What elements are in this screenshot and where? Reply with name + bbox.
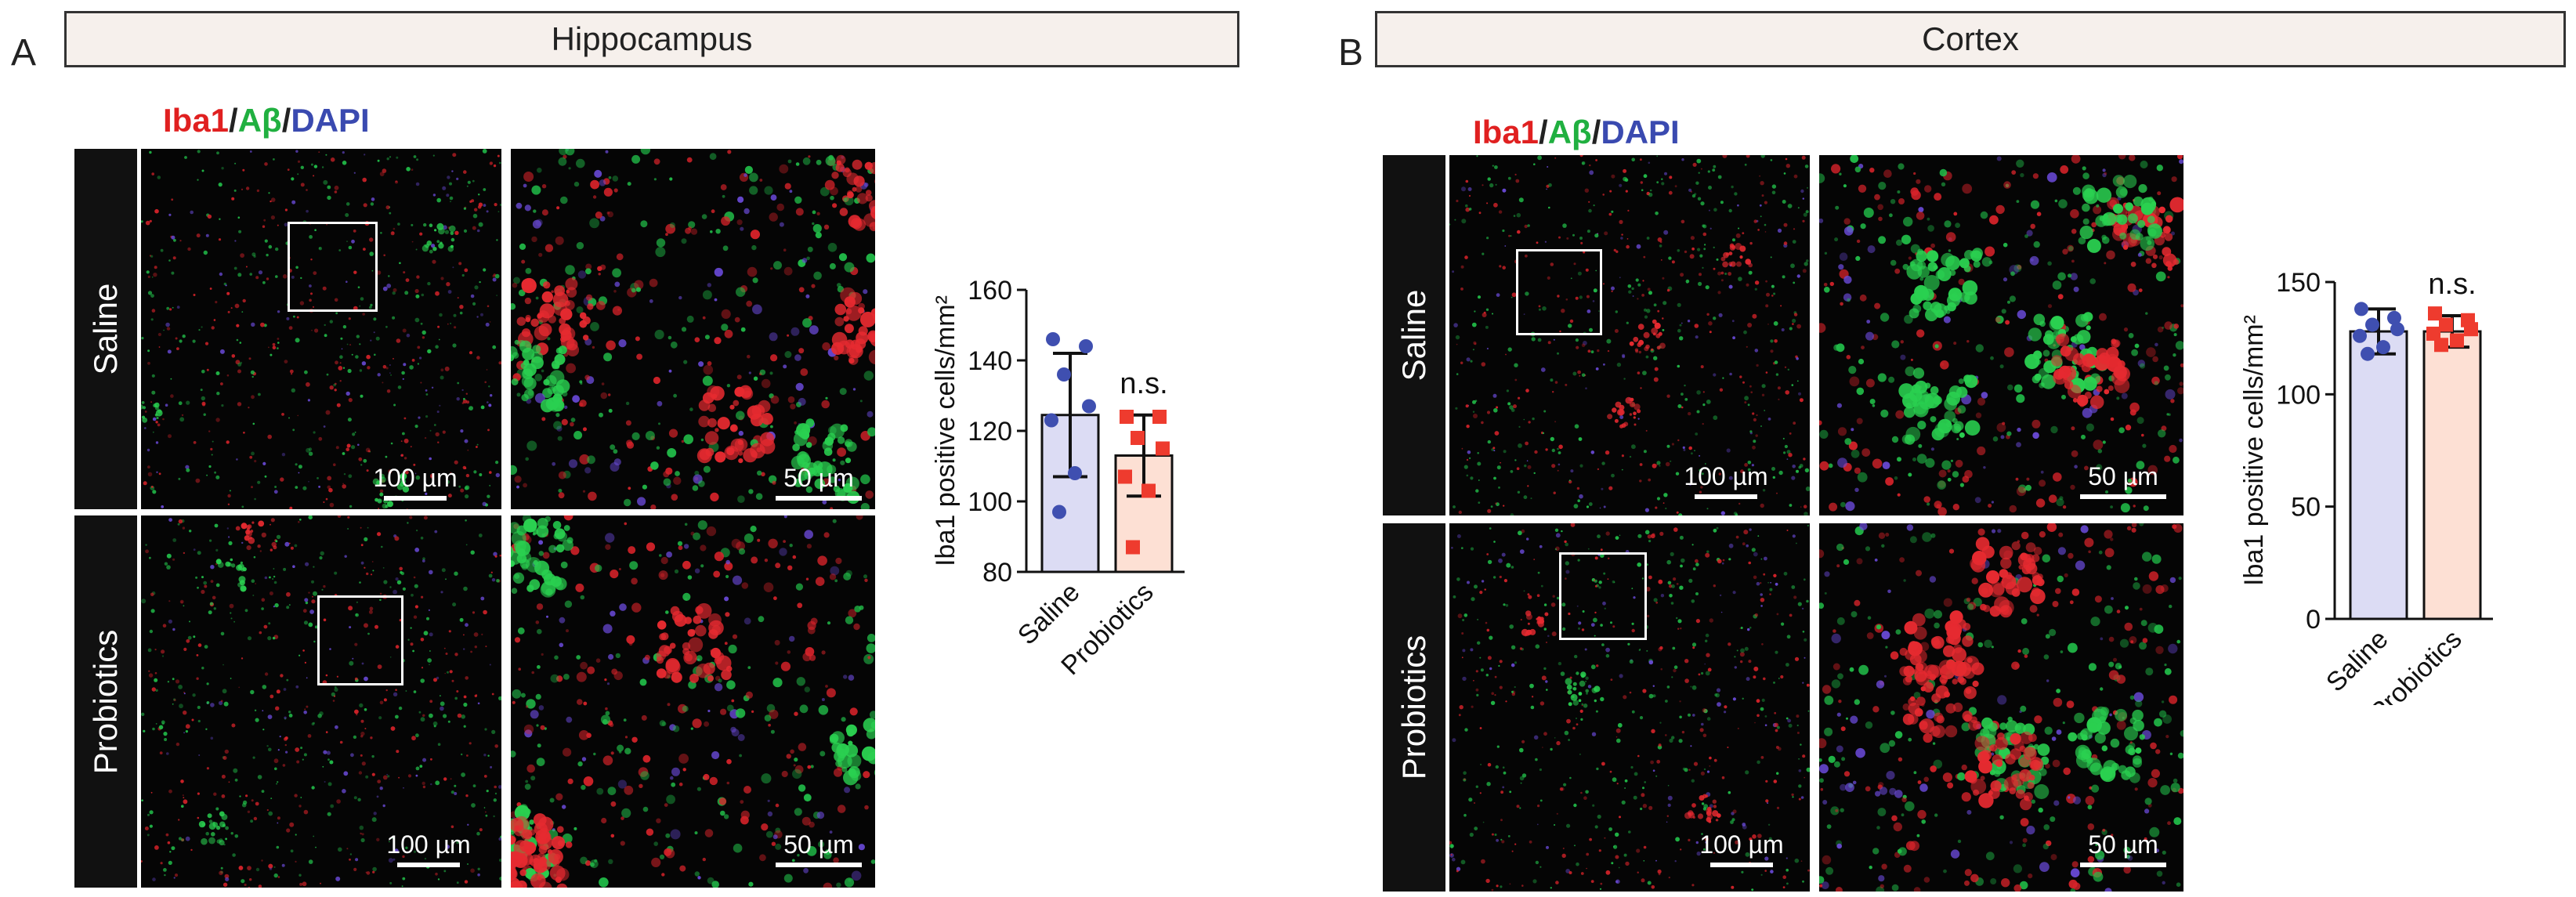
panel-letter-a: A [11, 32, 37, 74]
y-tick-label: 50 [2291, 493, 2321, 523]
x-tick-label: Saline [2321, 624, 2394, 698]
data-point [1141, 483, 1156, 498]
micrograph-probiotics-low-b [1449, 523, 1810, 892]
data-point [1068, 466, 1082, 480]
y-tick-label: 80 [982, 558, 1012, 588]
roi-box [288, 222, 378, 312]
region-header-cortex: Cortex [1375, 11, 2566, 67]
y-tick-label: 150 [2276, 268, 2321, 298]
data-point [2353, 328, 2367, 343]
y-axis-label: Iba1 positive cells/mm² [931, 295, 961, 566]
data-point [2434, 338, 2448, 353]
stain-dapi: DAPI [1601, 114, 1680, 150]
roi-box [1559, 552, 1647, 640]
row-label-probiotics-a: Probiotics [74, 515, 137, 888]
data-point [1079, 339, 1093, 353]
data-point [1057, 367, 1071, 382]
y-axis-label: Iba1 positive cells/mm² [2239, 315, 2269, 586]
data-point [2426, 326, 2440, 341]
region-title: Hippocampus [551, 20, 753, 57]
micrograph-saline-high-b [1819, 155, 2183, 515]
data-point [1044, 413, 1058, 428]
bar-saline [2349, 330, 2408, 620]
micrograph-probiotics-high-a [511, 515, 875, 888]
significance-annotation: n.s. [2428, 268, 2476, 301]
data-point [1152, 410, 1167, 424]
data-point [1052, 505, 1066, 519]
stain-legend-a: Iba1/Aβ/DAPI [163, 102, 370, 139]
data-point [2428, 306, 2442, 321]
scale-bar-100um: 100 µm [385, 830, 472, 867]
data-point [2361, 346, 2375, 361]
micrograph-saline-high-a [511, 149, 875, 509]
data-point [1131, 431, 1145, 445]
y-tick-label: 100 [968, 487, 1012, 517]
data-point [2365, 317, 2379, 332]
data-point [2450, 333, 2464, 348]
region-header-hippocampus: Hippocampus [64, 11, 1239, 67]
stain-iba1: Iba1 [1473, 114, 1539, 150]
y-tick-label: 100 [2276, 380, 2321, 410]
roi-box [317, 595, 403, 685]
row-label-saline-b: Saline [1383, 155, 1445, 515]
data-point [1046, 332, 1060, 346]
data-point [2464, 322, 2478, 337]
micrograph-probiotics-low-a [141, 515, 501, 888]
x-tick-label: Saline [1012, 577, 1086, 651]
y-tick-label: 0 [2306, 605, 2321, 635]
data-point [2390, 322, 2404, 337]
micrograph-saline-low-a [141, 149, 501, 509]
scale-bar-50um: 50 µm [772, 830, 866, 867]
data-point [2387, 310, 2401, 325]
scale-bar-100um: 100 µm [1683, 462, 1769, 499]
data-point [1118, 469, 1132, 484]
data-point [1156, 441, 1170, 456]
micrograph-saline-low-b [1449, 155, 1810, 515]
data-point [1126, 540, 1140, 555]
scale-bar-50um: 50 µm [2076, 462, 2170, 499]
data-point [1120, 410, 1134, 424]
data-point [1082, 399, 1096, 414]
y-tick-label: 140 [968, 346, 1012, 376]
panel-letter-b: B [1338, 32, 1364, 74]
row-label-probiotics-b: Probiotics [1383, 523, 1445, 892]
stain-iba1: Iba1 [163, 102, 230, 139]
scale-bar-50um: 50 µm [772, 464, 866, 501]
scale-bar-100um: 100 µm [1699, 830, 1785, 867]
stain-legend-b: Iba1/Aβ/DAPI [1473, 114, 1680, 150]
significance-annotation: n.s. [1120, 367, 1167, 400]
micrograph-probiotics-high-b [1819, 523, 2183, 892]
stain-abeta: Aβ [237, 102, 282, 139]
row-label-saline-a: Saline [74, 149, 137, 509]
stain-abeta: Aβ [1547, 114, 1592, 150]
y-tick-label: 160 [968, 276, 1012, 306]
data-point [2354, 302, 2368, 316]
roi-box [1516, 249, 1602, 335]
scale-bar-50um: 50 µm [2076, 830, 2170, 867]
scale-bar-100um: 100 µm [372, 464, 458, 501]
data-point [2439, 317, 2453, 332]
region-title: Cortex [1922, 20, 2019, 57]
bar-probiotics [2422, 330, 2482, 620]
stain-dapi: DAPI [291, 102, 370, 139]
y-tick-label: 120 [968, 417, 1012, 447]
data-point [2376, 340, 2390, 355]
